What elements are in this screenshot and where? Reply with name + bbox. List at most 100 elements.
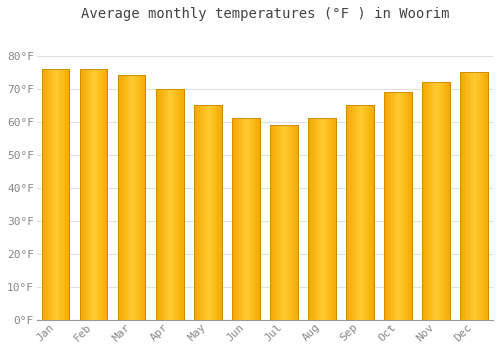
Bar <box>257 118 258 320</box>
Bar <box>106 69 108 320</box>
Bar <box>324 118 326 320</box>
Bar <box>232 118 260 320</box>
Bar <box>462 72 463 320</box>
Bar <box>196 105 197 320</box>
Bar <box>95 69 96 320</box>
Bar <box>296 125 298 320</box>
Bar <box>322 118 324 320</box>
Bar <box>158 89 159 320</box>
Bar <box>349 105 350 320</box>
Bar <box>60 69 61 320</box>
Bar <box>448 82 450 320</box>
Bar <box>308 118 310 320</box>
Bar <box>243 118 244 320</box>
Bar <box>429 82 430 320</box>
Bar <box>142 75 144 320</box>
Bar <box>318 118 319 320</box>
Bar <box>42 69 70 320</box>
Bar <box>172 89 174 320</box>
Bar <box>236 118 238 320</box>
Bar <box>440 82 442 320</box>
Bar <box>254 118 256 320</box>
Bar <box>45 69 46 320</box>
Bar <box>122 75 124 320</box>
Bar <box>160 89 162 320</box>
Bar <box>80 69 108 320</box>
Bar <box>194 105 222 320</box>
Bar <box>485 72 486 320</box>
Bar <box>256 118 257 320</box>
Bar <box>371 105 372 320</box>
Bar <box>276 125 277 320</box>
Bar <box>311 118 312 320</box>
Bar <box>176 89 178 320</box>
Bar <box>476 72 477 320</box>
Bar <box>209 105 210 320</box>
Bar <box>354 105 356 320</box>
Bar <box>240 118 242 320</box>
Bar <box>48 69 49 320</box>
Bar <box>54 69 56 320</box>
Bar <box>444 82 446 320</box>
Bar <box>118 75 120 320</box>
Bar <box>424 82 425 320</box>
Bar <box>66 69 68 320</box>
Bar <box>447 82 448 320</box>
Bar <box>346 105 348 320</box>
Bar <box>118 75 146 320</box>
Bar <box>474 72 476 320</box>
Bar <box>372 105 374 320</box>
Bar <box>364 105 366 320</box>
Bar <box>174 89 176 320</box>
Bar <box>156 89 158 320</box>
Bar <box>252 118 254 320</box>
Bar <box>329 118 330 320</box>
Bar <box>68 69 70 320</box>
Bar <box>434 82 436 320</box>
Bar <box>53 69 54 320</box>
Bar <box>472 72 474 320</box>
Bar <box>219 105 220 320</box>
Bar <box>182 89 184 320</box>
Bar <box>235 118 236 320</box>
Bar <box>404 92 405 320</box>
Title: Average monthly temperatures (°F ) in Woorim: Average monthly temperatures (°F ) in Wo… <box>80 7 449 21</box>
Bar <box>194 105 222 320</box>
Bar <box>250 118 252 320</box>
Bar <box>167 89 168 320</box>
Bar <box>180 89 181 320</box>
Bar <box>308 118 336 320</box>
Bar <box>57 69 58 320</box>
Bar <box>362 105 364 320</box>
Bar <box>278 125 280 320</box>
Bar <box>410 92 412 320</box>
Bar <box>234 118 235 320</box>
Bar <box>312 118 314 320</box>
Bar <box>134 75 136 320</box>
Bar <box>466 72 467 320</box>
Bar <box>64 69 66 320</box>
Bar <box>432 82 434 320</box>
Bar <box>50 69 51 320</box>
Bar <box>58 69 60 320</box>
Bar <box>205 105 206 320</box>
Bar <box>436 82 438 320</box>
Bar <box>388 92 390 320</box>
Bar <box>428 82 429 320</box>
Bar <box>242 118 243 320</box>
Bar <box>244 118 246 320</box>
Bar <box>392 92 394 320</box>
Bar <box>402 92 404 320</box>
Bar <box>82 69 83 320</box>
Bar <box>128 75 129 320</box>
Bar <box>104 69 106 320</box>
Bar <box>358 105 360 320</box>
Bar <box>406 92 407 320</box>
Bar <box>478 72 480 320</box>
Bar <box>218 105 219 320</box>
Bar <box>272 125 273 320</box>
Bar <box>468 72 470 320</box>
Bar <box>470 72 472 320</box>
Bar <box>482 72 484 320</box>
Bar <box>100 69 102 320</box>
